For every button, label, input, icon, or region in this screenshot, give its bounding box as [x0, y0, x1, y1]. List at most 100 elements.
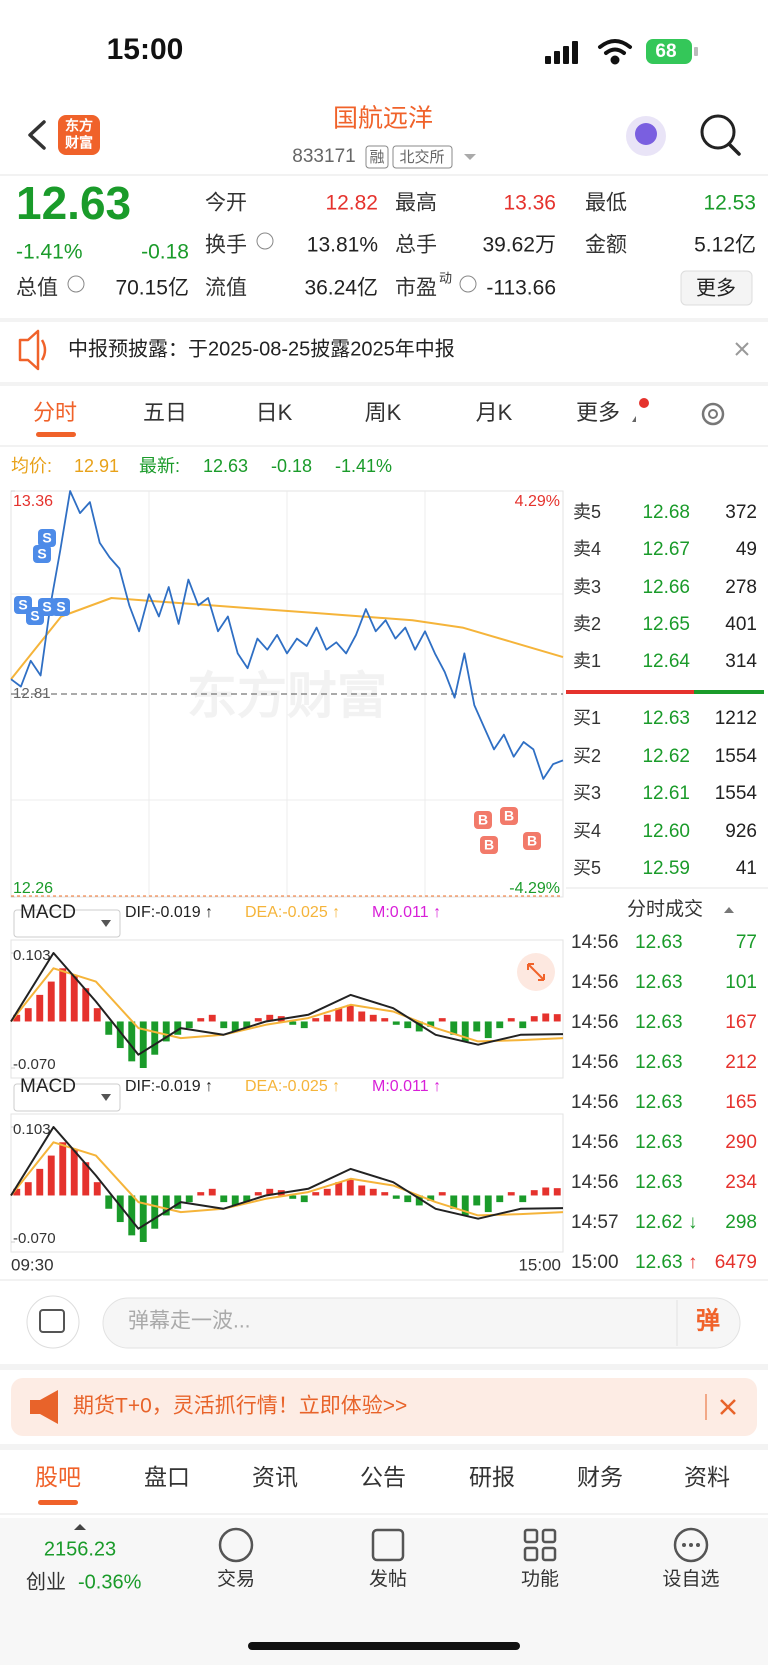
field-value: 5.12亿	[694, 234, 756, 257]
search-button[interactable]	[700, 114, 736, 150]
macd-selector[interactable]	[13, 1083, 121, 1112]
info-icon[interactable]	[256, 232, 274, 250]
comment-icon-button[interactable]	[26, 1295, 80, 1349]
comment-input[interactable]	[102, 1297, 741, 1349]
close-notice[interactable]	[735, 342, 749, 356]
tab[interactable]: 更多	[576, 400, 620, 425]
tab[interactable]: 周K	[365, 400, 402, 425]
trade-volume: 165	[725, 1092, 757, 1113]
macd-bar	[496, 1195, 504, 1203]
macd-selector-label[interactable]: MACD	[20, 1076, 76, 1097]
sort-icon[interactable]	[724, 907, 734, 913]
divider	[0, 382, 768, 386]
bottom-tab[interactable]: 资讯	[252, 1464, 298, 1490]
macd-bar	[461, 1021, 469, 1042]
info-icon[interactable]	[459, 275, 477, 293]
trade-time: 14:56	[571, 972, 619, 993]
ad-text[interactable]: 期货T+0，灵活抓行情！立即体验>>	[73, 1395, 407, 1418]
trade-marker-label: S	[37, 546, 46, 562]
notice-text[interactable]: 中报预披露：于2025-08-25披露2025年中报	[68, 337, 455, 360]
book-price: 12.65	[642, 614, 690, 635]
nav-item[interactable]: 发帖	[369, 1568, 407, 1590]
field-value: 12.82	[325, 192, 378, 215]
macd-bar	[197, 1018, 205, 1022]
tab[interactable]: 月K	[476, 400, 513, 425]
settings-button[interactable]	[701, 402, 725, 426]
trade-marker	[52, 598, 70, 616]
comment-placeholder[interactable]: 弹幕走一波...	[128, 1310, 251, 1333]
macd-bar	[496, 1021, 504, 1029]
tab-underline	[38, 1500, 78, 1505]
tag: 融	[369, 149, 384, 166]
field-label: 总手	[395, 234, 437, 257]
trade-time: 14:56	[571, 1132, 619, 1153]
macd-bar	[427, 1195, 435, 1201]
bottom-tab[interactable]: 盘口	[144, 1464, 190, 1490]
function-icon	[523, 1528, 557, 1562]
macd-bar	[519, 1195, 527, 1203]
post-icon	[371, 1528, 405, 1562]
field-value: 39.62万	[482, 234, 556, 257]
macd-bar	[162, 1021, 170, 1042]
tag: 北交所	[399, 148, 444, 166]
index-value: 2156.23	[44, 1538, 116, 1560]
trade-icon	[218, 1527, 254, 1563]
macd-bar	[415, 1195, 423, 1206]
macd-bar	[254, 1192, 262, 1196]
dropdown-icon[interactable]	[464, 154, 476, 160]
tab-underline	[36, 432, 76, 437]
bottom-tab[interactable]: 公告	[360, 1464, 406, 1490]
trade-price: 12.63	[635, 1172, 683, 1193]
trade-marker-label: S	[18, 597, 27, 613]
tab[interactable]: 日K	[256, 400, 293, 425]
macd-selector[interactable]	[13, 909, 121, 938]
macd-bar	[70, 1148, 78, 1196]
nav-item[interactable]: 设自选	[662, 1568, 719, 1590]
back-button[interactable]	[28, 120, 46, 150]
close-ad[interactable]	[720, 1399, 736, 1415]
macd-bar	[128, 1195, 136, 1236]
trade-time: 14:57	[571, 1212, 619, 1233]
bottom-tab[interactable]: 股吧	[35, 1464, 81, 1490]
nav-item[interactable]: 功能	[521, 1568, 559, 1590]
trade-price: 12.63	[635, 1092, 683, 1113]
macd-bar	[289, 1195, 297, 1199]
info-icon[interactable]	[67, 275, 85, 293]
trade-time: 14:56	[571, 1172, 619, 1193]
trade-marker-label: S	[42, 599, 51, 615]
macd-bar	[208, 1014, 216, 1022]
expand-icon	[527, 963, 545, 981]
bottom-tab[interactable]: 研报	[469, 1464, 515, 1490]
trade-marker-label: B	[484, 837, 494, 853]
book-volume: 1212	[715, 708, 757, 729]
bottom-tab[interactable]: 资料	[684, 1464, 730, 1490]
tab[interactable]: 五日	[143, 400, 187, 425]
trades-title: 分时成交	[627, 898, 703, 920]
more-button[interactable]	[680, 270, 753, 306]
book-level: 卖1	[573, 651, 601, 671]
trade-time: 15:00	[571, 1252, 619, 1273]
macd-bar	[105, 1021, 113, 1035]
macd-bar	[450, 1195, 458, 1209]
trade-volume: 167	[725, 1012, 757, 1033]
tab[interactable]: 分时	[33, 400, 77, 425]
index-caret	[74, 1524, 86, 1530]
trade-time: 14:56	[571, 1012, 619, 1033]
macd-bar	[392, 1021, 400, 1025]
macd-bar	[507, 1192, 515, 1196]
macd-bar	[185, 1021, 193, 1029]
macd-bar	[450, 1021, 458, 1035]
macd-selector-label[interactable]: MACD	[20, 902, 76, 923]
trade-marker-label: S	[30, 608, 39, 624]
danmaku-button[interactable]: 弹	[696, 1307, 720, 1334]
more-button-label[interactable]: 更多	[696, 276, 736, 299]
macd-bar	[323, 1014, 331, 1022]
chart-legend: -0.18	[271, 456, 312, 476]
macd-bar	[381, 1192, 389, 1196]
trade-marker-label: B	[504, 808, 514, 824]
ad-banner[interactable]	[11, 1378, 757, 1436]
bottom-tab[interactable]: 财务	[577, 1464, 623, 1490]
nav-item[interactable]: 交易	[217, 1568, 255, 1590]
macd-bar	[266, 1014, 274, 1022]
